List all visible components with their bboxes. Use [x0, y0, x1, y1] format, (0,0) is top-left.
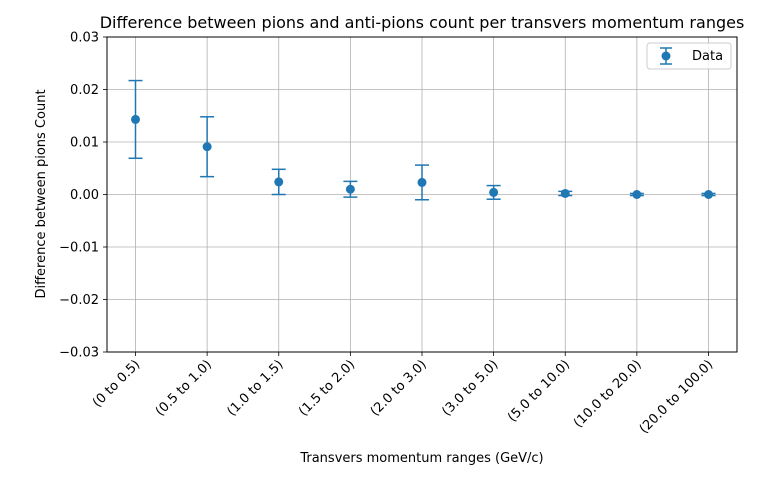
x-tick-label: (2.0 to 3.0)	[368, 357, 430, 419]
data-series	[128, 79, 716, 201]
x-tick-label: (1.5 to 2.0)	[296, 357, 358, 419]
x-tick-label: (3.0 to 5.0)	[439, 357, 501, 419]
x-tick-label: (10.0 to 20.0)	[571, 357, 645, 431]
data-point	[489, 187, 499, 197]
x-axis-ticks: (0 to 0.5) (0.5 to 1.0) (1.0 to 1.5) (1.5 t…	[90, 352, 716, 437]
y-tick-label: −0.02	[59, 293, 99, 308]
x-tick-label: (20.0 to 100.0)	[637, 357, 717, 437]
y-tick-label: 0.02	[70, 83, 99, 98]
y-tick-label: −0.03	[59, 346, 99, 361]
data-point	[417, 177, 427, 187]
data-point	[274, 177, 284, 187]
data-point	[202, 142, 212, 152]
y-tick-label: 0.00	[70, 188, 99, 203]
x-tick-label: (0 to 0.5)	[90, 357, 143, 410]
y-axis-ticks: −0.03 −0.02 −0.01 0.00 0.01 0.02 0.03	[59, 31, 107, 361]
data-point	[632, 190, 642, 199]
x-axis-title: Transvers momentum ranges (GeV/c)	[299, 451, 543, 466]
legend-label: Data	[692, 49, 723, 64]
x-tick-label: (5.0 to 10.0)	[505, 357, 573, 425]
x-tick-label: (1.0 to 1.5)	[224, 357, 286, 419]
chart-title: Difference between pions and anti-pions …	[100, 13, 745, 32]
y-tick-label: 0.01	[70, 136, 99, 151]
y-tick-label: 0.03	[70, 31, 99, 46]
legend: Data	[646, 42, 732, 70]
data-point	[560, 188, 570, 198]
data-point	[704, 190, 713, 199]
y-tick-label: −0.01	[59, 241, 99, 256]
legend-box	[646, 42, 732, 70]
data-point	[131, 114, 140, 124]
legend-marker-icon	[661, 51, 671, 61]
plot-frame	[106, 36, 738, 353]
data-point	[345, 184, 355, 194]
y-axis-title: Difference between pions Count	[34, 89, 49, 298]
x-tick-label: (0.5 to 1.0)	[153, 357, 215, 419]
